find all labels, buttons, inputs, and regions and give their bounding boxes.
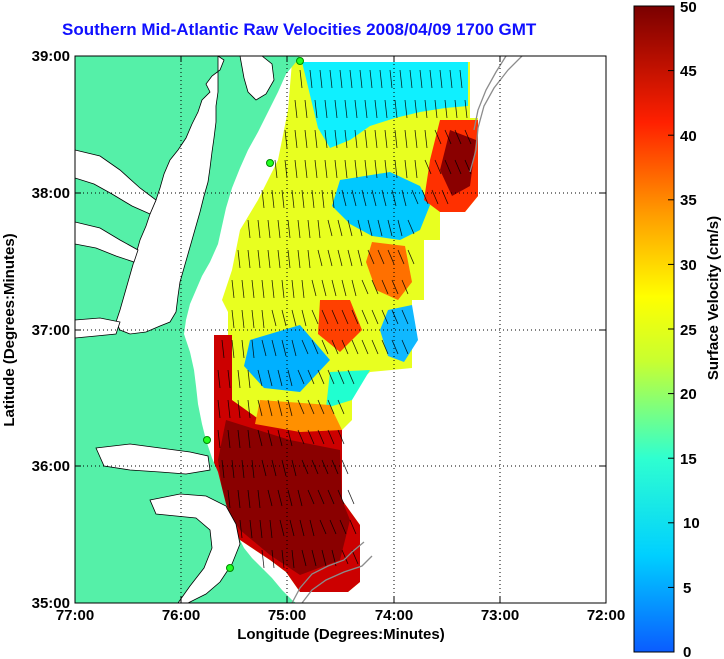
grid-lines — [75, 56, 606, 603]
velocity-field — [214, 62, 478, 592]
x-tick-label: 77:00 — [56, 607, 94, 624]
delaware-bay — [239, 56, 275, 101]
axis-ticks — [75, 56, 606, 603]
colorbar-label: Surface Velocity (cm/s) — [705, 216, 722, 380]
pamlico-sound — [149, 493, 241, 603]
colorbar-tick-label: 45 — [680, 63, 697, 80]
y-tick-label: 39:00 — [32, 48, 70, 65]
colorbar-tick-label: 15 — [680, 451, 697, 468]
radar-station-marker — [226, 564, 234, 572]
x-axis-label: Longitude (Degrees:Minutes) — [237, 626, 445, 643]
radar-station-marker — [296, 57, 304, 65]
colorbar-tick-label: 50 — [680, 0, 697, 16]
colorbar-tick-label: 10 — [683, 515, 700, 532]
x-tick-label: 72:00 — [587, 607, 625, 624]
y-tick-label: 36:00 — [32, 458, 70, 475]
x-tick-label: 73:00 — [481, 607, 519, 624]
x-tick-labels: 77:00 76:00 75:00 74:00 73:00 72:00 — [56, 607, 625, 624]
y-tick-labels: 39:00 38:00 37:00 36:00 35:00 — [32, 48, 70, 612]
colorbar-tick-label: 40 — [680, 128, 697, 145]
colorbar-tick-label: 35 — [680, 192, 697, 209]
colorbar-gradient — [633, 5, 675, 653]
x-tick-label: 76:00 — [162, 607, 200, 624]
radar-stations — [203, 57, 304, 572]
colorbar: 50 45 40 35 30 25 20 15 10 5 0 Surface V… — [633, 0, 722, 659]
james-river — [75, 317, 121, 339]
y-tick-label: 38:00 — [32, 185, 70, 202]
y-tick-label: 37:00 — [32, 322, 70, 339]
x-tick-label: 75:00 — [268, 607, 306, 624]
colorbar-ticks — [668, 5, 674, 653]
bathymetry-contours — [291, 56, 523, 603]
y-tick-label: 35:00 — [32, 595, 70, 612]
rappahannock-river — [75, 221, 139, 263]
potomac-river — [75, 149, 157, 215]
colorbar-tick-label: 0 — [683, 644, 691, 659]
albemarle-sound — [95, 443, 211, 475]
map-title: Southern Mid-Atlantic Raw Velocities 200… — [62, 20, 537, 39]
radar-station-marker — [203, 436, 211, 444]
colorbar-tick-label: 5 — [683, 580, 691, 597]
radar-station-marker — [266, 159, 274, 167]
y-axis-label: Latitude (Degrees:Minutes) — [1, 233, 18, 426]
colorbar-tick-label: 20 — [680, 386, 697, 403]
colorbar-tick-label: 30 — [680, 257, 697, 274]
x-tick-label: 74:00 — [375, 607, 413, 624]
velocity-vectors — [217, 69, 472, 569]
colorbar-tick-label: 25 — [680, 322, 697, 339]
